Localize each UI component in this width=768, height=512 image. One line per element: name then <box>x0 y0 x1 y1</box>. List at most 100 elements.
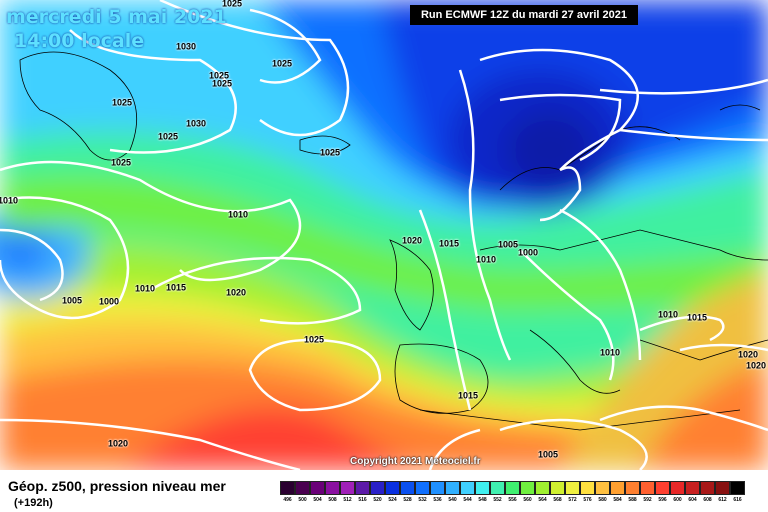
color-scale-swatch <box>475 481 490 495</box>
color-scale-tick-label: 616 <box>733 497 742 503</box>
color-scale-swatch <box>715 481 730 495</box>
isobar-label: 1025 <box>319 147 341 158</box>
color-scale-tick-label: 600 <box>673 497 682 503</box>
color-scale-swatch <box>490 481 505 495</box>
color-scale-swatch <box>535 481 550 495</box>
isobar-label: 1005 <box>497 239 519 250</box>
color-scale-swatch <box>340 481 355 495</box>
color-scale <box>280 481 745 495</box>
isobar-label: 1015 <box>457 390 479 401</box>
isobar-label: 1025 <box>211 78 233 89</box>
forecast-date: mercredi 5 mai 2021 <box>6 6 227 28</box>
color-scale-swatch <box>505 481 520 495</box>
color-scale-swatch <box>325 481 340 495</box>
geopotential-map <box>0 0 768 470</box>
color-scale-tick-label: 572 <box>568 497 577 503</box>
color-scale-tick-label: 540 <box>448 497 457 503</box>
isobar-label: 1010 <box>657 309 679 320</box>
color-scale-tick-label: 512 <box>343 497 352 503</box>
color-scale-tick-label: 548 <box>478 497 487 503</box>
isobars <box>0 0 768 470</box>
color-scale-swatch <box>610 481 625 495</box>
color-scale-tick-label: 520 <box>373 497 382 503</box>
color-scale-swatch <box>295 481 310 495</box>
legend-title: Géop. z500, pression niveau mer <box>8 478 226 494</box>
forecast-lead-time: (+192h) <box>14 497 53 509</box>
color-scale-swatch <box>550 481 565 495</box>
isobar-label: 1020 <box>745 360 767 371</box>
color-scale-swatch <box>460 481 475 495</box>
run-info-banner: Run ECMWF 12Z du mardi 27 avril 2021 <box>410 5 638 25</box>
color-scale-tick-label: 532 <box>418 497 427 503</box>
isobar-label: 1025 <box>110 157 132 168</box>
isobar-label: 1010 <box>227 209 249 220</box>
color-scale-swatch <box>445 481 460 495</box>
copyright-text: Copyright 2021 Meteociel.fr <box>350 456 481 467</box>
color-scale-tick-label: 556 <box>508 497 517 503</box>
color-scale-tick-label: 516 <box>358 497 367 503</box>
color-scale-swatch <box>355 481 370 495</box>
color-scale-tick-label: 508 <box>328 497 337 503</box>
color-scale-tick-label: 576 <box>583 497 592 503</box>
color-scale-swatch <box>385 481 400 495</box>
isobar-label: 1000 <box>517 247 539 258</box>
color-scale-tick-label: 528 <box>403 497 412 503</box>
color-scale-tick-label: 568 <box>553 497 562 503</box>
color-scale-swatch <box>370 481 385 495</box>
color-field <box>0 0 768 470</box>
isobar-label: 1020 <box>401 235 423 246</box>
isobar-label: 1010 <box>475 254 497 265</box>
color-scale-swatch <box>670 481 685 495</box>
color-scale-swatch <box>700 481 715 495</box>
color-scale-swatch <box>625 481 640 495</box>
isobar-label: 1020 <box>737 349 759 360</box>
color-scale-tick-label: 588 <box>628 497 637 503</box>
isobar-label: 1025 <box>111 97 133 108</box>
color-scale-tick-label: 580 <box>598 497 607 503</box>
legend-footer: Géop. z500, pression niveau mer (+192h) … <box>0 470 768 512</box>
isobar-label: 1015 <box>165 282 187 293</box>
color-scale-swatch <box>580 481 595 495</box>
color-scale-tick-label: 524 <box>388 497 397 503</box>
color-scale-tick-label: 560 <box>523 497 532 503</box>
isobar-label: 1010 <box>599 347 621 358</box>
isobar-label: 1010 <box>0 195 19 206</box>
color-scale-tick-label: 544 <box>463 497 472 503</box>
color-scale-swatch <box>400 481 415 495</box>
color-scale-swatch <box>595 481 610 495</box>
isobar-label: 1030 <box>185 118 207 129</box>
color-scale-swatch <box>565 481 580 495</box>
isobar-label: 1010 <box>134 283 156 294</box>
isobar-label: 1030 <box>175 41 197 52</box>
isobar-label: 1025 <box>303 334 325 345</box>
isobar-label: 1015 <box>438 238 460 249</box>
color-scale-tick-label: 536 <box>433 497 442 503</box>
isobar-label: 1015 <box>686 312 708 323</box>
color-scale-tick-label: 604 <box>688 497 697 503</box>
color-scale-tick-label: 564 <box>538 497 547 503</box>
isobar-label: 1020 <box>225 287 247 298</box>
color-scale-swatch <box>310 481 325 495</box>
color-scale-tick-label: 500 <box>298 497 307 503</box>
isobar-label: 1025 <box>271 58 293 69</box>
isobar-label: 1005 <box>61 295 83 306</box>
isobar-label: 1025 <box>221 0 243 9</box>
color-scale-swatch <box>415 481 430 495</box>
isobar-label: 1005 <box>537 449 559 460</box>
color-scale-tick-label: 612 <box>718 497 727 503</box>
isobar-label: 1025 <box>208 70 230 81</box>
color-scale-swatch <box>280 481 295 495</box>
color-scale-tick-label: 552 <box>493 497 502 503</box>
isobar-label: 1000 <box>98 296 120 307</box>
color-scale-swatch <box>730 481 745 495</box>
color-scale-tick-label: 596 <box>658 497 667 503</box>
color-scale-tick-label: 504 <box>313 497 322 503</box>
color-scale-swatch <box>655 481 670 495</box>
color-scale-swatch <box>640 481 655 495</box>
color-scale-labels: 496 500 504 508 512 516 520 524 528 532 536 540 544 5… <box>280 497 745 503</box>
color-scale-swatch <box>685 481 700 495</box>
color-scale-tick-label: 608 <box>703 497 712 503</box>
color-scale-tick-label: 592 <box>643 497 652 503</box>
color-scale-tick-label: 496 <box>283 497 292 503</box>
